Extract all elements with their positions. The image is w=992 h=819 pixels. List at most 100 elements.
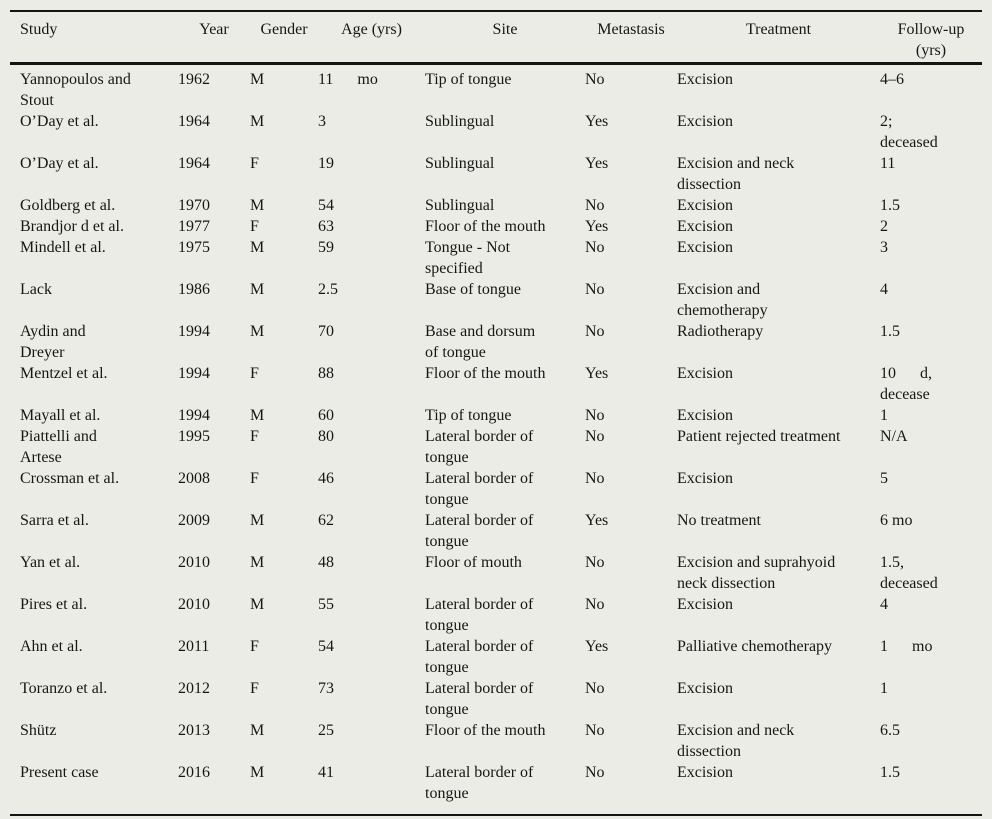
cell-age: 55 [318, 596, 334, 613]
table-row: O’Day et al. 1964 M 3 Sublingual Yes Excision 2… [10, 111, 982, 153]
table-row: Yan et al. 2010 M 48 Floor of mouth No Excisio… [10, 552, 982, 594]
table-row: Lack 1986 M 2.5 Base of tongue No Excision and… [10, 279, 982, 321]
cell-year: 2016 [178, 764, 210, 781]
cell-followup: 6.5 [880, 722, 900, 739]
cell-metastasis: Yes [585, 113, 609, 130]
table-row: O’Day et al. 1964 F 19 Sublingual Yes Excision… [10, 153, 982, 195]
cell-gender: F [250, 680, 259, 697]
cell-metastasis: No [585, 428, 605, 445]
cell-age: 60 [318, 407, 334, 424]
cell-year: 1986 [178, 281, 210, 298]
cell-year: 2013 [178, 722, 210, 739]
cell-study: Brandjor d et al. [20, 218, 124, 235]
cell-age: 11 mo [318, 71, 378, 88]
cell-gender: M [250, 281, 265, 298]
cell-age: 54 [318, 638, 334, 655]
cell-year: 1994 [178, 323, 210, 340]
cell-age: 19 [318, 155, 334, 172]
cell-metastasis: No [585, 554, 605, 571]
case-series-table: Study Year Gender Age (yrs) Site Metasta… [10, 10, 982, 816]
cell-age: 48 [318, 554, 334, 571]
cell-treatment: Excision and suprahyoid neck dissection [677, 554, 836, 592]
cell-followup: 10 d, decease [880, 365, 932, 403]
cell-study: Shütz [20, 722, 57, 739]
cell-treatment: Excision [677, 239, 733, 256]
table-row: Shütz 2013 M 25 Floor of the mouth No Excision… [10, 720, 982, 762]
cell-treatment: Excision [677, 218, 733, 235]
table-header-row: Study Year Gender Age (yrs) Site Metasta… [10, 11, 982, 65]
cell-followup: 1.5 [880, 764, 900, 781]
cell-age: 63 [318, 218, 334, 235]
cell-age: 73 [318, 680, 334, 697]
cell-followup: 2; deceased [880, 113, 938, 151]
column-header-age: Age (yrs) [318, 11, 425, 65]
column-header-metastasis: Metastasis [585, 11, 677, 65]
cell-site: Lateral border of tongue [425, 428, 534, 466]
cell-treatment: Excision [677, 407, 733, 424]
cell-gender: M [250, 554, 265, 571]
cell-year: 1962 [178, 71, 210, 88]
cell-age: 59 [318, 239, 334, 256]
table-row: Aydin and Dreyer 1994 M 70 Base and dorsum o… [10, 321, 982, 363]
cell-metastasis: Yes [585, 365, 609, 382]
cell-metastasis: No [585, 680, 605, 697]
table-row: Pires et al. 2010 M 55 Lateral border of ton… [10, 594, 982, 636]
cell-site: Base and dorsum of tongue [425, 323, 536, 361]
cell-gender: M [250, 197, 265, 214]
cell-metastasis: No [585, 323, 605, 340]
cell-metastasis: No [585, 722, 605, 739]
table-row: Goldberg et al. 1970 M 54 Sublingual No Excisi… [10, 195, 982, 216]
cell-metastasis: Yes [585, 155, 609, 172]
cell-gender: M [250, 764, 265, 781]
cell-study: Present case [20, 764, 99, 781]
cell-site: Tip of tongue [425, 71, 512, 88]
cell-site: Lateral border of tongue [425, 512, 534, 550]
cell-treatment: Excision [677, 197, 733, 214]
table-row: Toranzo et al. 2012 F 73 Lateral border of t… [10, 678, 982, 720]
cell-year: 2009 [178, 512, 210, 529]
cell-gender: M [250, 407, 265, 424]
cell-study: Lack [20, 281, 52, 298]
cell-study: Mentzel et al. [20, 365, 108, 382]
cell-site: Lateral border of tongue [425, 596, 534, 634]
cell-followup: 1.5 [880, 323, 900, 340]
cell-site: Lateral border of tongue [425, 764, 534, 802]
cell-age: 3 [318, 113, 326, 130]
column-header-followup: Follow-up (yrs) [880, 11, 982, 65]
cell-gender: M [250, 239, 265, 256]
cell-metastasis: Yes [585, 218, 609, 235]
cell-age: 41 [318, 764, 334, 781]
cell-age: 80 [318, 428, 334, 445]
cell-study: Yannopoulos and Stout [20, 71, 131, 109]
cell-treatment: Patient rejected treatment [677, 428, 841, 445]
cell-treatment: Excision [677, 680, 733, 697]
cell-age: 25 [318, 722, 334, 739]
table-row: Yannopoulos and Stout 1962 M 11 mo Tip of to… [10, 64, 982, 112]
cell-study: Aydin and Dreyer [20, 323, 86, 361]
cell-year: 2012 [178, 680, 210, 697]
cell-year: 2010 [178, 554, 210, 571]
cell-gender: M [250, 596, 265, 613]
table-row: Mindell et al. 1975 M 59 Tongue - Not specif… [10, 237, 982, 279]
cell-year: 1970 [178, 197, 210, 214]
cell-year: 2010 [178, 596, 210, 613]
cell-gender: M [250, 323, 265, 340]
cell-site: Lateral border of tongue [425, 470, 534, 508]
cell-age: 54 [318, 197, 334, 214]
cell-site: Floor of the mouth [425, 365, 546, 382]
cell-age: 62 [318, 512, 334, 529]
table-row: Mentzel et al. 1994 F 88 Floor of the mouth Y… [10, 363, 982, 405]
cell-site: Base of tongue [425, 281, 521, 298]
cell-followup: 2 [880, 218, 888, 235]
cell-treatment: Excision and neck dissection [677, 155, 795, 193]
cell-study: Sarra et al. [20, 512, 89, 529]
cell-site: Lateral border of tongue [425, 680, 534, 718]
cell-study: Toranzo et al. [20, 680, 108, 697]
cell-followup: 1.5 [880, 197, 900, 214]
cell-year: 2011 [178, 638, 210, 655]
cell-site: Tongue - Not specified [425, 239, 511, 277]
cell-followup: 3 [880, 239, 888, 256]
column-header-study: Study [10, 11, 178, 65]
cell-metastasis: No [585, 71, 605, 88]
cell-metastasis: Yes [585, 512, 609, 529]
